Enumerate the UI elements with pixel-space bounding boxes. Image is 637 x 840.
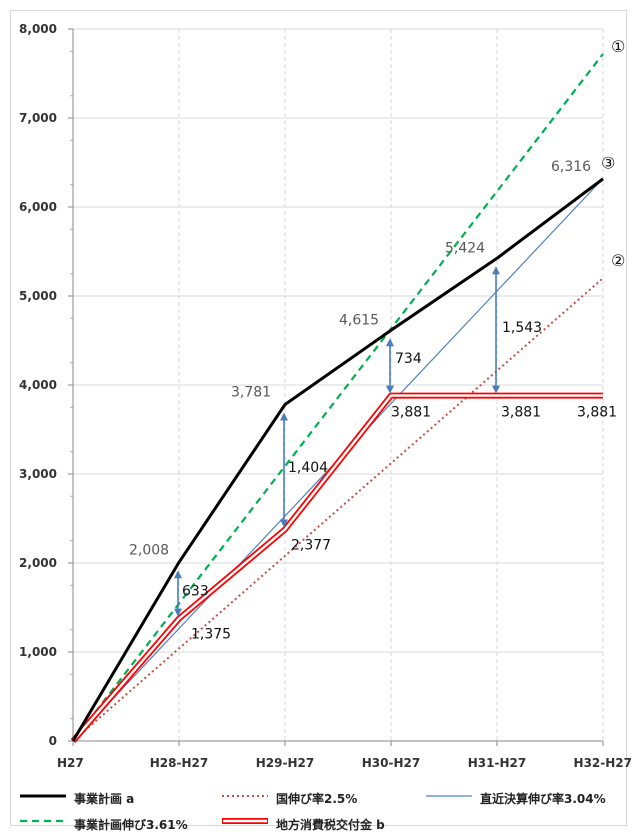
end-marker: ① (611, 37, 625, 56)
series-b-point-label: 3,881 (501, 405, 541, 421)
legend-label: 直近決算伸び率3.04% (480, 791, 606, 806)
series-a-point-label: 6,316 (551, 159, 591, 175)
legend: 事業計画 a 国伸び率2.5% 直近決算伸び率3.04% 事業計画伸び3.61% 地方消… (20, 791, 606, 832)
x-tick-label: H29-H27 (256, 756, 314, 770)
y-tick-label: 1,000 (19, 645, 57, 659)
y-tick-label: 3,000 (19, 467, 57, 481)
series-group (70, 53, 604, 743)
x-tick-label: H28-H27 (150, 756, 208, 770)
legend-label: 地方消費税交付金 b (276, 817, 385, 832)
series-line-b-inner (72, 394, 603, 742)
x-tick-label: H32-H27 (574, 756, 632, 770)
y-tick-label: 8,000 (19, 22, 57, 36)
chart-frame (10, 10, 627, 826)
series-b-point-label: 3,881 (391, 405, 431, 421)
series-line-plan (72, 53, 604, 742)
difference-label: 734 (395, 351, 422, 367)
difference-label: 1,543 (502, 320, 542, 336)
y-tick-label: 0 (49, 734, 57, 748)
series-b-point-label: 3,881 (577, 405, 617, 421)
series-a-point-label: 5,424 (445, 240, 485, 256)
series-line-nat (72, 277, 604, 742)
difference-arrows (174, 266, 500, 617)
series-line-a (71, 177, 604, 742)
difference-label: 633 (182, 583, 209, 599)
x-tick-label: H30-H27 (362, 756, 420, 770)
y-tick-label: 6,000 (19, 200, 57, 214)
series-b-point-label: 2,377 (291, 537, 331, 553)
y-tick-label: 4,000 (19, 378, 57, 392)
x-tick-label: H31-H27 (468, 756, 526, 770)
y-tick-label: 7,000 (19, 111, 57, 125)
y-tick-label: 2,000 (19, 556, 57, 570)
series-line-b-outer (70, 392, 603, 743)
legend-label: 事業計画伸び3.61% (74, 817, 188, 832)
data-labels: 633 1,404 734 1,543 2,008 3,781 4,615 5,424 6,31… (129, 37, 625, 643)
end-marker: ③ (601, 154, 615, 173)
end-marker: ② (611, 251, 625, 270)
legend-label: 国伸び率2.5% (276, 791, 357, 806)
x-tick-label: H27 (57, 756, 84, 770)
difference-label: 1,404 (288, 460, 328, 476)
series-a-point-label: 2,008 (129, 542, 169, 558)
y-tick-label: 5,000 (19, 289, 57, 303)
legend-label: 事業計画 a (74, 791, 134, 806)
series-a-point-label: 4,615 (339, 312, 379, 328)
grid (73, 28, 604, 741)
axes: 0 1,000 2,000 3,000 4,000 5,000 6,000 7,000 8,00… (10, 10, 632, 826)
series-b-point-label: 1,375 (191, 627, 231, 643)
series-a-point-label: 3,781 (231, 384, 271, 400)
